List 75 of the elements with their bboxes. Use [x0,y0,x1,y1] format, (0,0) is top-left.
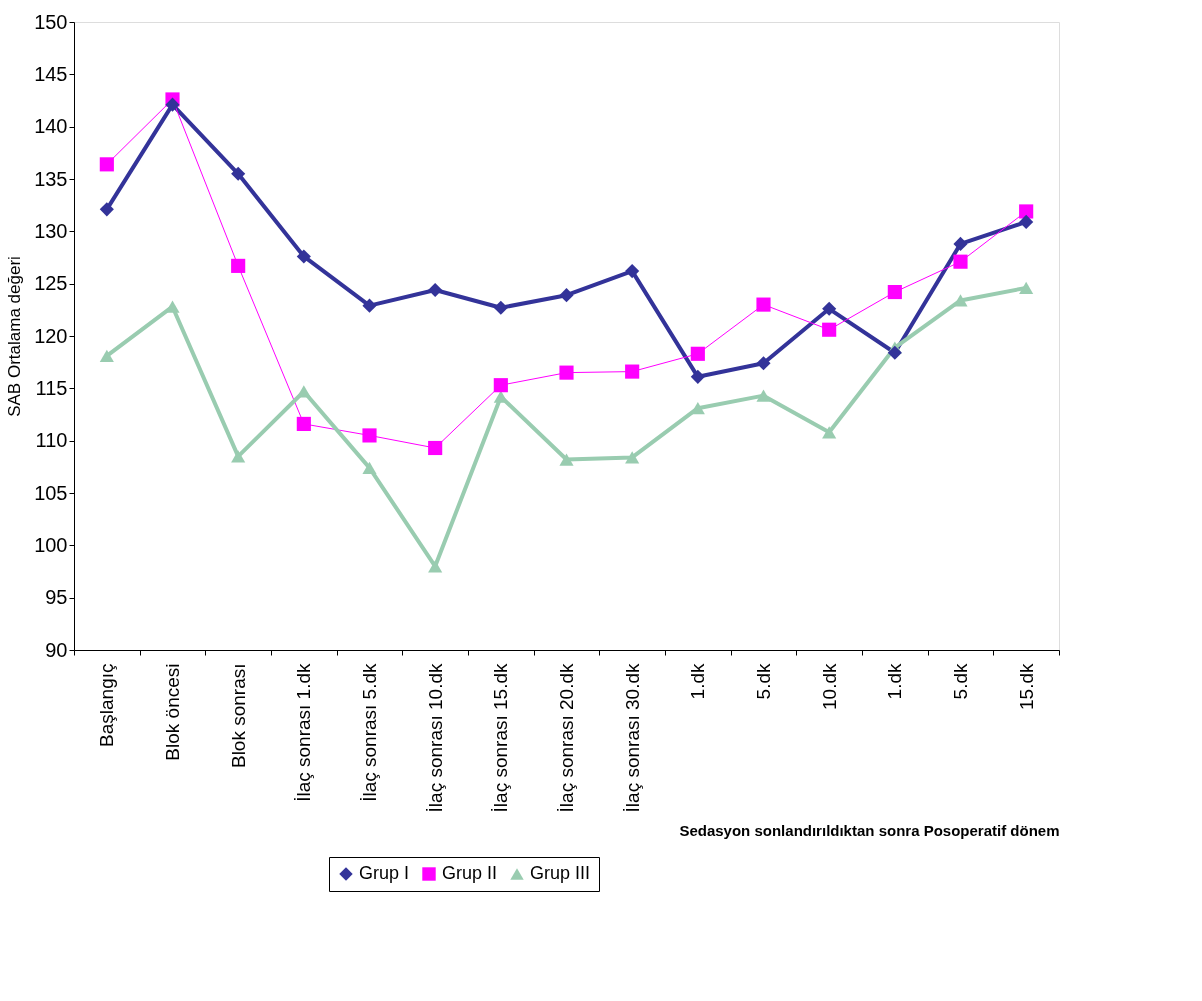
point [953,294,968,307]
x-tick-label: İlaç sonrası 20.dk [556,663,577,813]
y-tick-label: 140 [34,115,68,138]
y-tick-label: 105 [34,481,68,504]
point [559,453,574,466]
point [1019,214,1034,229]
point [625,451,640,464]
point [625,364,640,379]
point [296,416,311,431]
y-tick-label: 100 [34,533,68,556]
x-tick-label: Başlangıç [96,663,118,747]
point [428,440,443,456]
point [362,428,377,443]
x-tick-label: İlaç sonrası 1.dk [293,663,315,802]
point [231,258,246,273]
point [756,356,771,371]
x-tick-label: İlaç sonrası 5.dk [359,663,380,802]
point [822,426,837,439]
point [1019,281,1034,294]
point [493,378,508,393]
point [690,402,705,415]
y-tick-label: 115 [35,376,68,399]
point [1019,204,1034,219]
y-axis-title: SAB Ortalama değeri [5,256,25,417]
point [756,297,771,312]
point [822,322,837,337]
y-tick-label: 120 [34,324,68,347]
x-tick-label: İlaç sonrası 15.dk [490,663,512,813]
point [887,345,902,360]
y-tick-label: 150 [34,10,68,33]
y-tick-label: 90 [45,638,68,661]
point [99,202,114,217]
point [559,288,574,303]
x-tick-label: İlaç sonrası 10.dk [424,663,446,813]
point [231,166,246,181]
point [559,365,574,380]
point [165,97,180,112]
y-tick-label: 95 [45,586,68,609]
x-tick-label: Blok öncesi [162,663,183,761]
point [625,264,640,279]
x-tick-label: 1.dk [687,663,709,700]
x-tick-label: 10.dk [818,663,840,710]
point [165,300,180,313]
point [362,298,377,313]
x-tick-label: 5.dk [753,663,774,700]
point [756,389,771,402]
y-tick-label: 110 [35,429,68,452]
y-tick-label: 145 [34,62,68,85]
y-tick-label: 135 [34,167,68,190]
point [231,450,246,463]
point [99,157,114,172]
point [428,282,443,298]
point [822,301,837,316]
legend-label: Grup III [530,863,591,883]
y-tick-label: 130 [34,219,68,242]
point [690,346,705,361]
point [296,249,311,264]
point [953,236,968,251]
x-tick-label: Blok sonrası [227,663,249,769]
point [493,300,508,315]
point [690,369,705,384]
x-tick-label: 15.dk [1015,663,1037,710]
legend-label: Grup II [442,863,498,883]
x-axis-title: Sedasyon sonlandırıldıktan sonra Posoperatif dönem [679,822,1060,840]
y-tick-label: 125 [34,272,68,295]
point [953,254,968,269]
x-tick-label: 1.dk [884,663,906,700]
x-tick-label: İlaç sonrası 30.dk [621,663,643,813]
point [362,461,377,474]
point [887,284,902,300]
legend-label: Grup I [359,863,410,883]
point [493,390,508,403]
point [99,349,114,363]
x-tick-label: 5.dk [950,663,971,700]
point [428,560,443,573]
